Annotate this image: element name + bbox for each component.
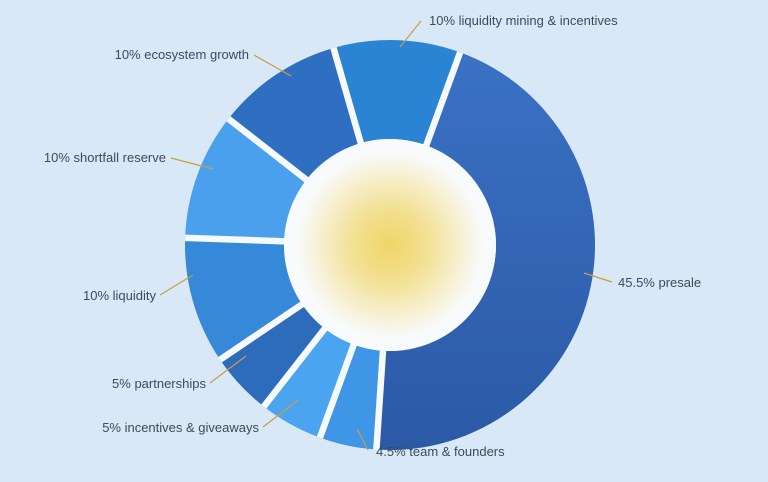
pie-slice [228,47,361,180]
slice-gap [330,47,368,156]
pie-slice [185,118,307,242]
slice-label: 5% partnerships [112,376,206,391]
label-leader-line [262,399,299,428]
slice-gap [316,332,361,439]
label-leader-line [399,20,422,48]
slice-gap [218,294,314,363]
slice-gap [226,116,318,190]
slice-label: 10% shortfall reserve [44,150,166,165]
slice-gap [185,234,297,245]
slice-gap [261,317,335,409]
pie-slice [263,328,354,438]
label-leader-line [253,54,292,77]
label-leader-line [170,157,214,170]
slice-label: 5% incentives & giveaways [102,420,259,435]
donut-center-glow [284,139,496,351]
pie-slice [333,40,461,146]
slice-label: 45.5% presale [618,275,701,290]
label-leader-line [583,272,613,283]
slice-label: 10% ecosystem growth [115,47,249,62]
label-leader-line [209,355,247,384]
label-leader-line [356,428,369,451]
slice-label: 10% liquidity [83,288,156,303]
label-leader-line [159,274,194,296]
slice-gap [419,51,464,158]
pie-slice [184,237,303,360]
pie-slice [319,344,383,450]
slice-gap [373,338,388,450]
pie-slice [220,304,325,407]
pie-slice [376,52,595,451]
slice-label: 10% liquidity mining & incentives [429,13,618,28]
slice-label: 4.5% team & founders [376,444,505,459]
